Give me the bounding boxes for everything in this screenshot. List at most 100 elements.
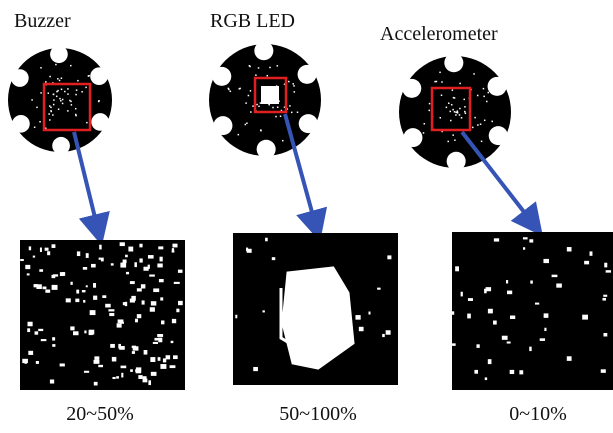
zoom-speckle <box>486 287 491 291</box>
speckle <box>48 113 50 115</box>
zoom-speckle <box>52 337 55 340</box>
speckle <box>250 111 252 113</box>
zoom-speckle <box>45 248 49 251</box>
speckle <box>71 104 73 106</box>
zoom-speckle <box>132 346 136 348</box>
zoom-arrow <box>462 132 538 230</box>
zoom-speckle <box>120 263 126 268</box>
zoom-speckle <box>86 285 88 287</box>
zoom-speckle <box>455 266 459 271</box>
speckle <box>258 67 260 69</box>
zoom-speckle <box>120 242 125 246</box>
zoom-speckle <box>603 333 607 336</box>
panel-caption: 20~50% <box>66 403 133 425</box>
zoom-speckle <box>83 300 85 303</box>
zoom-speckle <box>606 270 611 272</box>
board-notch <box>447 152 466 171</box>
zoom-speckle <box>60 272 64 276</box>
speckle <box>446 107 448 109</box>
zoom-speckle <box>556 283 562 287</box>
zoom-speckle <box>143 376 147 379</box>
zoom-speckle <box>86 253 89 258</box>
zoom-speckle <box>28 351 33 355</box>
zoom-speckle <box>111 263 114 265</box>
board-notch <box>257 140 276 159</box>
speckle <box>429 110 431 112</box>
speckle <box>40 92 42 94</box>
speckle <box>76 89 78 91</box>
zoom-speckle <box>387 255 391 259</box>
zoom-speckle <box>178 270 183 273</box>
zoom-speckle <box>529 347 531 351</box>
zoom-speckle <box>125 255 128 258</box>
speckle <box>483 96 485 98</box>
zoom-speckle <box>172 319 176 323</box>
speckle <box>55 64 57 66</box>
speckle <box>491 121 493 123</box>
speckle <box>459 108 461 110</box>
zoom-speckle <box>272 257 275 260</box>
zoom-speckle <box>38 329 43 331</box>
zoom-speckle <box>128 247 133 252</box>
zoom-speckle <box>141 284 145 288</box>
speckle <box>269 67 271 69</box>
speckle <box>75 94 77 96</box>
zoom-speckle <box>47 251 50 255</box>
board-notch <box>91 113 109 131</box>
speckle <box>52 114 54 116</box>
zoom-speckle <box>50 379 54 383</box>
zoom-speckle <box>82 290 86 292</box>
speckle <box>277 107 279 109</box>
speckle <box>275 116 277 118</box>
zoom-speckle <box>507 291 512 295</box>
speckle <box>282 140 284 142</box>
zoom-speckle <box>60 363 65 366</box>
zoom-speckle <box>567 356 572 361</box>
speckle <box>62 99 64 101</box>
speckle <box>67 93 69 95</box>
zoom-speckle <box>84 371 89 373</box>
speckle <box>441 81 443 83</box>
zoom-speckle <box>488 309 493 314</box>
speckle <box>67 88 69 90</box>
zoom-speckle <box>27 328 30 332</box>
panel-caption: 0~10% <box>509 403 566 425</box>
zoom-speckle <box>246 248 248 252</box>
speckle <box>434 81 436 83</box>
speckle <box>57 78 59 80</box>
speckle <box>56 96 58 98</box>
zoom-speckle <box>91 264 96 268</box>
zoom-speckle <box>154 338 158 341</box>
speckle <box>256 104 258 106</box>
zoom-speckle <box>523 247 525 250</box>
zoom-speckle <box>476 344 479 348</box>
zoom-speckle <box>118 344 121 349</box>
zoom-speckle <box>507 341 511 343</box>
speckle <box>465 113 467 115</box>
speckle <box>262 58 264 60</box>
zoom-speckle <box>148 255 154 259</box>
speckle <box>77 80 79 82</box>
speckle <box>260 129 262 131</box>
speckle <box>59 98 61 100</box>
zoom-speckle <box>41 339 47 341</box>
zoom-speckle <box>368 312 370 315</box>
speckle <box>85 87 87 89</box>
zoom-speckle <box>137 314 141 318</box>
board-notch <box>299 114 318 133</box>
speckle <box>50 107 52 109</box>
zoom-speckle <box>158 246 163 249</box>
speckle <box>481 141 483 143</box>
zoom-speckle <box>143 379 148 383</box>
speckle <box>291 112 293 114</box>
speckle <box>40 67 42 69</box>
speckle <box>230 91 232 93</box>
speckle <box>300 79 302 81</box>
speckle <box>60 100 62 102</box>
zoom-speckle <box>590 251 593 255</box>
zoom-speckle <box>153 342 158 344</box>
speckle <box>98 101 100 103</box>
speckle <box>238 134 240 136</box>
zoom-speckle <box>160 257 163 262</box>
speckle <box>67 110 69 112</box>
